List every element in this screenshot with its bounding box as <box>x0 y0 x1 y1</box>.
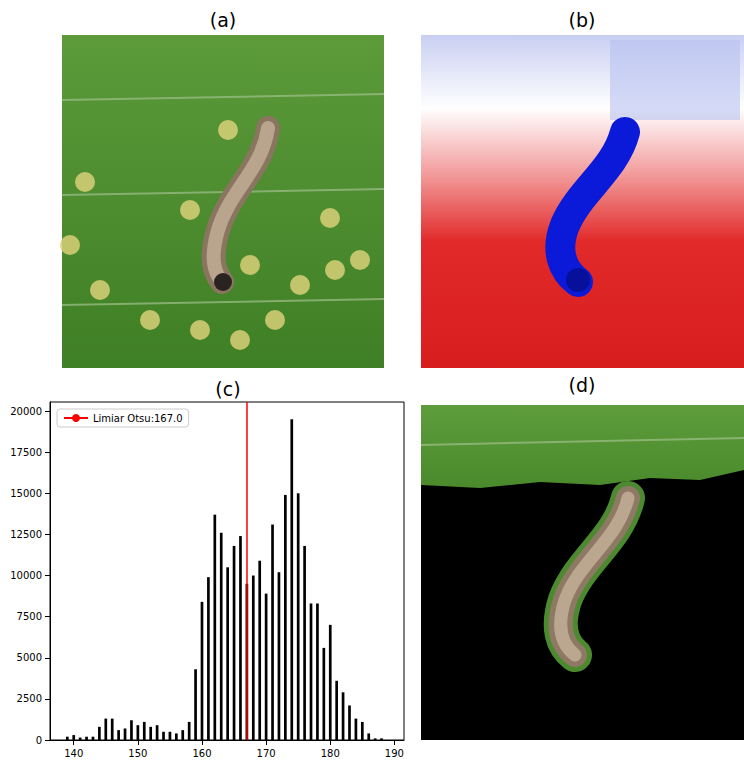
svg-text:Limiar Otsu:167.0: Limiar Otsu:167.0 <box>93 413 183 424</box>
svg-text:10000: 10000 <box>10 570 42 581</box>
svg-text:(d): (d) <box>569 374 596 396</box>
svg-text:(b): (b) <box>569 9 596 31</box>
svg-text:17500: 17500 <box>10 447 42 458</box>
svg-text:140: 140 <box>64 748 83 759</box>
svg-text:15000: 15000 <box>10 488 42 499</box>
svg-text:7500: 7500 <box>17 611 42 622</box>
svg-text:12500: 12500 <box>10 529 42 540</box>
svg-text:(c): (c) <box>215 378 240 400</box>
svg-text:150: 150 <box>128 748 147 759</box>
svg-text:190: 190 <box>385 748 404 759</box>
svg-text:(a): (a) <box>210 9 236 31</box>
svg-text:2500: 2500 <box>17 693 42 704</box>
svg-text:160: 160 <box>192 748 211 759</box>
svg-text:5000: 5000 <box>17 652 42 663</box>
svg-text:0: 0 <box>36 735 42 746</box>
svg-text:170: 170 <box>257 748 276 759</box>
svg-text:180: 180 <box>321 748 340 759</box>
svg-text:20000: 20000 <box>10 406 42 417</box>
